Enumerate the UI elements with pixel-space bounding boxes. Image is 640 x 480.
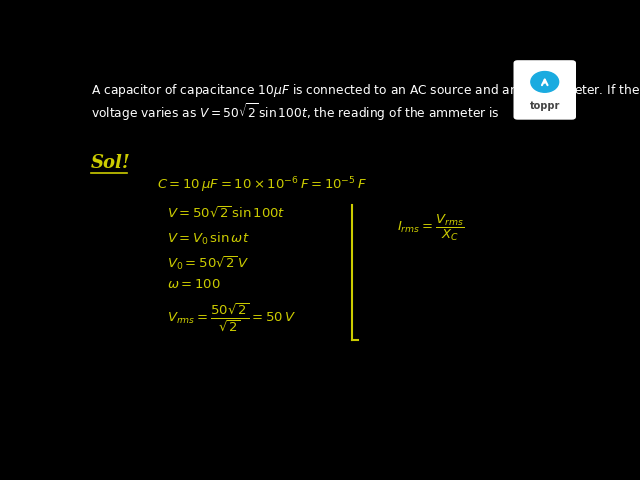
Text: $V_{rms} = \dfrac{50\sqrt{2}}{\sqrt{2}} = 50\,V$: $V_{rms} = \dfrac{50\sqrt{2}}{\sqrt{2}} … [167,302,296,334]
Text: Sol!: Sol! [91,154,131,172]
FancyBboxPatch shape [513,60,576,120]
Text: $V_0 = 50\sqrt{2}\,V$: $V_0 = 50\sqrt{2}\,V$ [167,254,250,272]
Text: $C = 10\,\mu F = 10 \times 10^{-6}\,F = 10^{-5}\,F$: $C = 10\,\mu F = 10 \times 10^{-6}\,F = … [157,175,367,195]
Text: $V = 50\sqrt{2}\,\sin 100t$: $V = 50\sqrt{2}\,\sin 100t$ [167,205,285,220]
Text: $V = V_0\,\sin\omega t$: $V = V_0\,\sin\omega t$ [167,231,250,247]
Text: toppr: toppr [529,101,560,111]
Text: $I_{rms} = \dfrac{V_{rms}}{X_C}$: $I_{rms} = \dfrac{V_{rms}}{X_C}$ [397,213,465,243]
Text: $\omega = 100$: $\omega = 100$ [167,278,221,291]
Text: A capacitor of capacitance $10\mu F$ is connected to an AC source and an AC Amme: A capacitor of capacitance $10\mu F$ is … [91,82,640,98]
Circle shape [531,72,559,92]
Text: voltage varies as $V = 50\sqrt{2}\,\sin 100t$, the reading of the ammeter is: voltage varies as $V = 50\sqrt{2}\,\sin … [91,101,500,123]
